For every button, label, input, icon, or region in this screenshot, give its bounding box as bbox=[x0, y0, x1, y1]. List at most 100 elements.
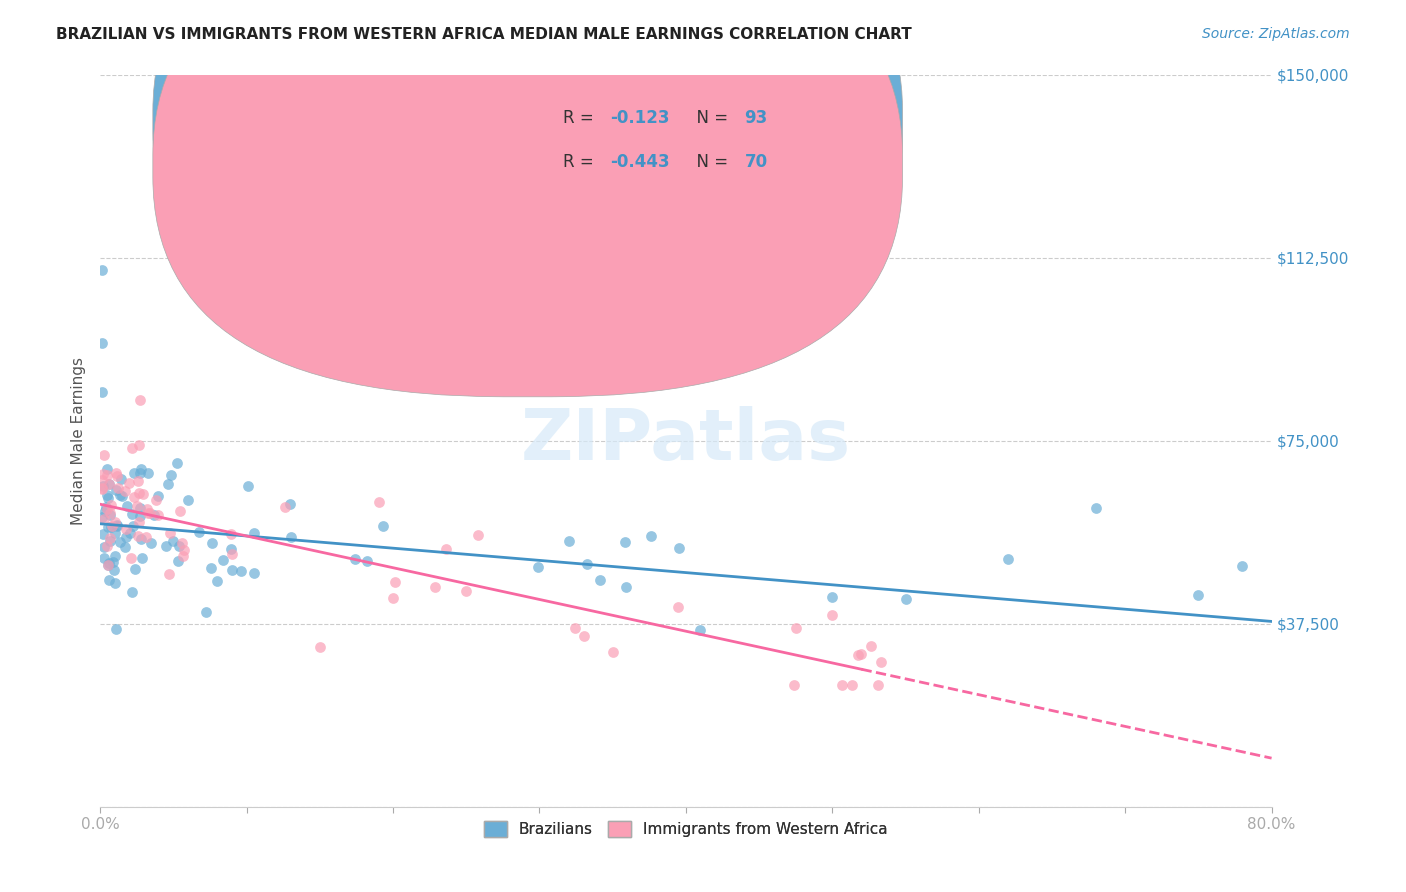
Point bbox=[90, 263, 112, 277]
Point bbox=[831, 678, 853, 692]
Point bbox=[576, 557, 599, 571]
Point bbox=[98, 508, 121, 522]
Point bbox=[104, 466, 127, 480]
Text: -0.443: -0.443 bbox=[610, 153, 669, 171]
Point bbox=[103, 555, 125, 569]
Point bbox=[278, 496, 301, 510]
Point bbox=[100, 498, 122, 512]
Point bbox=[128, 485, 150, 500]
Point bbox=[108, 488, 131, 502]
Point bbox=[527, 559, 550, 574]
Point bbox=[139, 506, 162, 520]
Point bbox=[308, 640, 330, 654]
Point bbox=[467, 527, 489, 541]
Point bbox=[205, 574, 228, 589]
Point bbox=[132, 487, 155, 501]
Point bbox=[145, 492, 167, 507]
Point bbox=[167, 539, 190, 553]
Point bbox=[93, 449, 115, 463]
Point bbox=[127, 474, 149, 488]
Point bbox=[640, 528, 662, 542]
Point bbox=[783, 678, 806, 692]
Point bbox=[169, 504, 191, 518]
Point bbox=[93, 503, 115, 517]
Point bbox=[868, 678, 890, 692]
Point bbox=[131, 551, 153, 566]
Point bbox=[136, 506, 159, 520]
Point bbox=[98, 534, 121, 549]
Point bbox=[107, 481, 129, 495]
Legend: Brazilians, Immigrants from Western Africa: Brazilians, Immigrants from Western Afri… bbox=[478, 815, 894, 843]
FancyBboxPatch shape bbox=[481, 82, 832, 199]
Point bbox=[129, 533, 152, 547]
Point bbox=[173, 542, 195, 557]
Point bbox=[356, 554, 378, 568]
Point bbox=[143, 508, 166, 522]
Point bbox=[91, 384, 114, 399]
Point bbox=[434, 541, 457, 556]
Point bbox=[373, 519, 395, 533]
Point bbox=[166, 553, 188, 567]
Point bbox=[103, 563, 125, 577]
Point bbox=[177, 493, 200, 508]
Point bbox=[200, 560, 222, 574]
Y-axis label: Median Male Earnings: Median Male Earnings bbox=[72, 357, 86, 524]
Point bbox=[231, 564, 253, 578]
Point bbox=[93, 467, 115, 481]
FancyBboxPatch shape bbox=[153, 0, 903, 353]
Point bbox=[785, 621, 807, 635]
Point bbox=[821, 608, 844, 623]
Point bbox=[869, 655, 891, 669]
Point bbox=[96, 467, 118, 482]
Point bbox=[367, 495, 389, 509]
Point bbox=[124, 561, 146, 575]
Point bbox=[98, 556, 121, 570]
Point bbox=[101, 519, 124, 533]
Point bbox=[96, 462, 118, 476]
Point bbox=[108, 535, 131, 549]
Text: -0.123: -0.123 bbox=[610, 110, 669, 128]
Point bbox=[97, 558, 120, 573]
Point bbox=[382, 591, 405, 605]
Point bbox=[135, 530, 157, 544]
Point bbox=[114, 522, 136, 536]
Point bbox=[111, 489, 134, 503]
Point bbox=[188, 524, 211, 539]
Point bbox=[172, 549, 194, 563]
Point bbox=[100, 520, 122, 534]
Point bbox=[118, 475, 141, 490]
Point bbox=[136, 466, 159, 480]
Point bbox=[821, 591, 844, 605]
Point bbox=[242, 525, 264, 540]
Point bbox=[423, 580, 446, 594]
Point bbox=[105, 483, 128, 497]
Point bbox=[98, 531, 121, 545]
Text: N =: N = bbox=[686, 153, 734, 171]
Point bbox=[166, 457, 188, 471]
Point bbox=[90, 483, 112, 497]
Point bbox=[689, 623, 711, 637]
Point bbox=[146, 489, 169, 503]
Point bbox=[124, 466, 146, 480]
Point bbox=[105, 519, 128, 533]
Point bbox=[104, 576, 127, 591]
Point bbox=[104, 549, 127, 564]
Point bbox=[94, 500, 117, 514]
Point bbox=[146, 508, 169, 523]
Point bbox=[894, 591, 917, 606]
Point bbox=[128, 438, 150, 452]
Point bbox=[90, 473, 112, 487]
Point bbox=[384, 575, 406, 590]
Point bbox=[127, 529, 149, 543]
Point bbox=[557, 534, 579, 549]
Point bbox=[456, 584, 478, 599]
Point bbox=[98, 506, 121, 520]
Point bbox=[90, 336, 112, 351]
Text: Source: ZipAtlas.com: Source: ZipAtlas.com bbox=[1202, 27, 1350, 41]
Point bbox=[91, 479, 114, 493]
Point bbox=[98, 477, 121, 491]
Point bbox=[97, 558, 120, 572]
Point bbox=[90, 481, 112, 495]
Point bbox=[114, 483, 136, 498]
Point bbox=[201, 536, 224, 550]
